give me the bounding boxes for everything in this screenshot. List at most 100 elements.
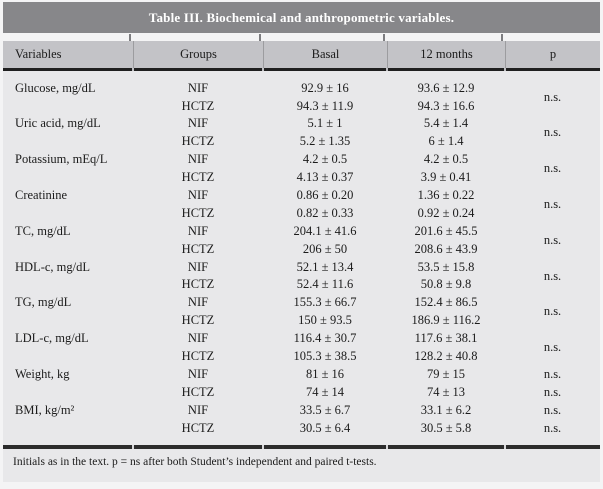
- 12-months-value-cell: 152.4 ± 86.5: [414, 295, 478, 310]
- 12-months-value-cell: 1.36 ± 0.22: [417, 188, 475, 203]
- group-cell: HCTZ: [181, 98, 215, 113]
- basal-value-cell: 105.3 ± 38.5: [293, 349, 357, 364]
- table-header-row: Variables Groups Basal 12 months p: [3, 41, 600, 68]
- p-value-cell: n.s.: [543, 420, 562, 435]
- variable-name-cell: [3, 240, 133, 258]
- table-row: HCTZ 5.2 ± 1.35 6 ± 1.4: [3, 133, 600, 151]
- basal-value-cell: 206 ± 50: [302, 241, 348, 256]
- variable-name-cell: Creatinine: [15, 188, 68, 203]
- 12-months-value-cell: 3.9 ± 0.41: [420, 170, 472, 185]
- table-row: Glucose, mg/dL NIF 92.9 ± 16 93.6 ± 12.9 n.s…: [3, 79, 600, 102]
- rule-break: [503, 445, 506, 449]
- table-row: HCTZ 206 ± 50 208.6 ± 43.9: [3, 240, 600, 258]
- data-table: Glucose, mg/dL NIF 92.9 ± 16 93.6 ± 12.9 n.s…: [3, 79, 600, 437]
- p-value-cell: n.s.: [543, 161, 562, 176]
- variable-name-cell: Uric acid, mg/dL: [15, 116, 101, 131]
- rule-break: [261, 68, 264, 71]
- table-row: HCTZ 74 ± 14 74 ± 13 n.s.: [3, 383, 600, 401]
- 12-months-value-cell: 186.9 ± 116.2: [411, 313, 481, 328]
- p-value-cell: n.s.: [543, 89, 562, 104]
- group-cell: HCTZ: [181, 384, 215, 399]
- group-cell: HCTZ: [181, 420, 215, 435]
- 12-months-value-cell: 208.6 ± 43.9: [414, 241, 478, 256]
- group-cell: HCTZ: [181, 170, 215, 185]
- group-cell: NIF: [187, 259, 209, 274]
- basal-value-cell: 4.13 ± 0.37: [296, 170, 354, 185]
- 12-months-value-cell: 117.6 ± 38.1: [414, 331, 478, 346]
- basal-value-cell: 33.5 ± 6.7: [299, 402, 351, 417]
- group-cell: HCTZ: [181, 241, 215, 256]
- table-row: HCTZ 150 ± 93.5 186.9 ± 116.2: [3, 312, 600, 330]
- p-value-cell: n.s.: [543, 196, 562, 211]
- rule-break: [503, 68, 506, 71]
- table-row: TC, mg/dL NIF 204.1 ± 41.6 201.6 ± 45.5 n.s.: [3, 222, 600, 246]
- 12-months-value-cell: 79 ± 15: [426, 366, 466, 381]
- basal-value-cell: 0.86 ± 0.20: [296, 188, 354, 203]
- variable-name-cell: HDL-c, mg/dL: [15, 259, 90, 274]
- basal-value-cell: 204.1 ± 41.6: [293, 223, 357, 238]
- basal-value-cell: 116.4 ± 30.7: [293, 331, 357, 346]
- group-cell: NIF: [187, 152, 209, 167]
- table-row: HCTZ 52.4 ± 11.6 50.8 ± 9.8: [3, 276, 600, 294]
- group-cell: NIF: [187, 80, 209, 95]
- group-cell: HCTZ: [181, 349, 215, 364]
- basal-value-cell: 155.3 ± 66.7: [293, 295, 357, 310]
- table-title: Table III. Biochemical and anthropometri…: [148, 9, 455, 25]
- table-row: HCTZ 105.3 ± 38.5 128.2 ± 40.8: [3, 347, 600, 365]
- table-row: TG, mg/dL NIF 155.3 ± 66.7 152.4 ± 86.5 n.s.: [3, 294, 600, 317]
- variable-name-cell: [3, 419, 133, 437]
- group-cell: NIF: [187, 116, 209, 131]
- variable-name-cell: TG, mg/dL: [15, 295, 72, 310]
- 12-months-value-cell: 50.8 ± 9.8: [420, 277, 472, 292]
- column-header-p: p: [505, 41, 600, 68]
- basal-value-cell: 4.2 ± 0.5: [302, 152, 348, 167]
- variable-name-cell: [3, 276, 133, 294]
- basal-value-cell: 30.5 ± 6.4: [299, 420, 351, 435]
- variable-name-cell: [3, 383, 133, 401]
- table-row: LDL-c, mg/dL NIF 116.4 ± 30.7 117.6 ± 38.1 n…: [3, 329, 600, 353]
- basal-value-cell: 0.82 ± 0.33: [296, 205, 354, 220]
- p-value-cell: n.s.: [543, 340, 562, 355]
- rule-break: [131, 68, 134, 71]
- table-title-bar: Table III. Biochemical and anthropometri…: [3, 2, 600, 33]
- 12-months-value-cell: 33.1 ± 6.2: [420, 402, 472, 417]
- variable-name-cell: Potassium, mEq/L: [15, 152, 108, 167]
- column-header-basal: Basal: [263, 41, 387, 68]
- basal-value-cell: 52.1 ± 13.4: [296, 259, 354, 274]
- 12-months-value-cell: 201.6 ± 45.5: [414, 223, 478, 238]
- 12-months-value-cell: 94.3 ± 16.6: [417, 98, 475, 113]
- basal-value-cell: 5.2 ± 1.35: [299, 134, 351, 149]
- basal-value-cell: 150 ± 93.5: [298, 313, 352, 328]
- table-footnote: Initials as in the text. p = ns after bo…: [13, 456, 377, 468]
- 12-months-value-cell: 5.4 ± 1.4: [423, 116, 469, 131]
- table-row: HDL-c, mg/dL NIF 52.1 ± 13.4 53.5 ± 15.8 n.s…: [3, 258, 600, 281]
- column-divider-tick: [382, 34, 385, 41]
- p-value-cell: n.s.: [543, 232, 562, 247]
- table-row: Creatinine NIF 0.86 ± 0.20 1.36 ± 0.22 n.s.: [3, 186, 600, 210]
- variable-name-cell: [3, 133, 133, 151]
- 12-months-value-cell: 128.2 ± 40.8: [414, 349, 478, 364]
- p-value-cell: n.s.: [543, 268, 562, 283]
- variable-name-cell: [3, 97, 133, 115]
- 12-months-value-cell: 53.5 ± 15.8: [417, 259, 475, 274]
- p-value-cell: n.s.: [543, 402, 562, 417]
- group-cell: HCTZ: [181, 134, 215, 149]
- table-footnote-bar: Initials as in the text. p = ns after bo…: [3, 449, 600, 482]
- table-row: HCTZ 4.13 ± 0.37 3.9 ± 0.41: [3, 168, 600, 186]
- 12-months-value-cell: 6 ± 1.4: [428, 134, 464, 149]
- variable-name-cell: LDL-c, mg/dL: [15, 331, 89, 346]
- column-divider-tick: [258, 34, 261, 41]
- variable-name-cell: Glucose, mg/dL: [15, 80, 96, 95]
- variable-name-cell: [3, 347, 133, 365]
- p-value-cell: n.s.: [543, 366, 562, 381]
- table-body: Glucose, mg/dL NIF 92.9 ± 16 93.6 ± 12.9 n.s…: [3, 71, 600, 445]
- variable-name-cell: BMI, kg/m²: [15, 402, 75, 417]
- column-header-variables: Variables: [15, 47, 62, 61]
- column-header-12-months: 12 months: [387, 41, 505, 68]
- p-value-cell: n.s.: [543, 125, 562, 140]
- variable-name-cell: Weight, kg: [15, 366, 70, 381]
- group-cell: NIF: [187, 402, 209, 417]
- group-cell: HCTZ: [181, 205, 215, 220]
- column-divider-tick: [128, 34, 131, 41]
